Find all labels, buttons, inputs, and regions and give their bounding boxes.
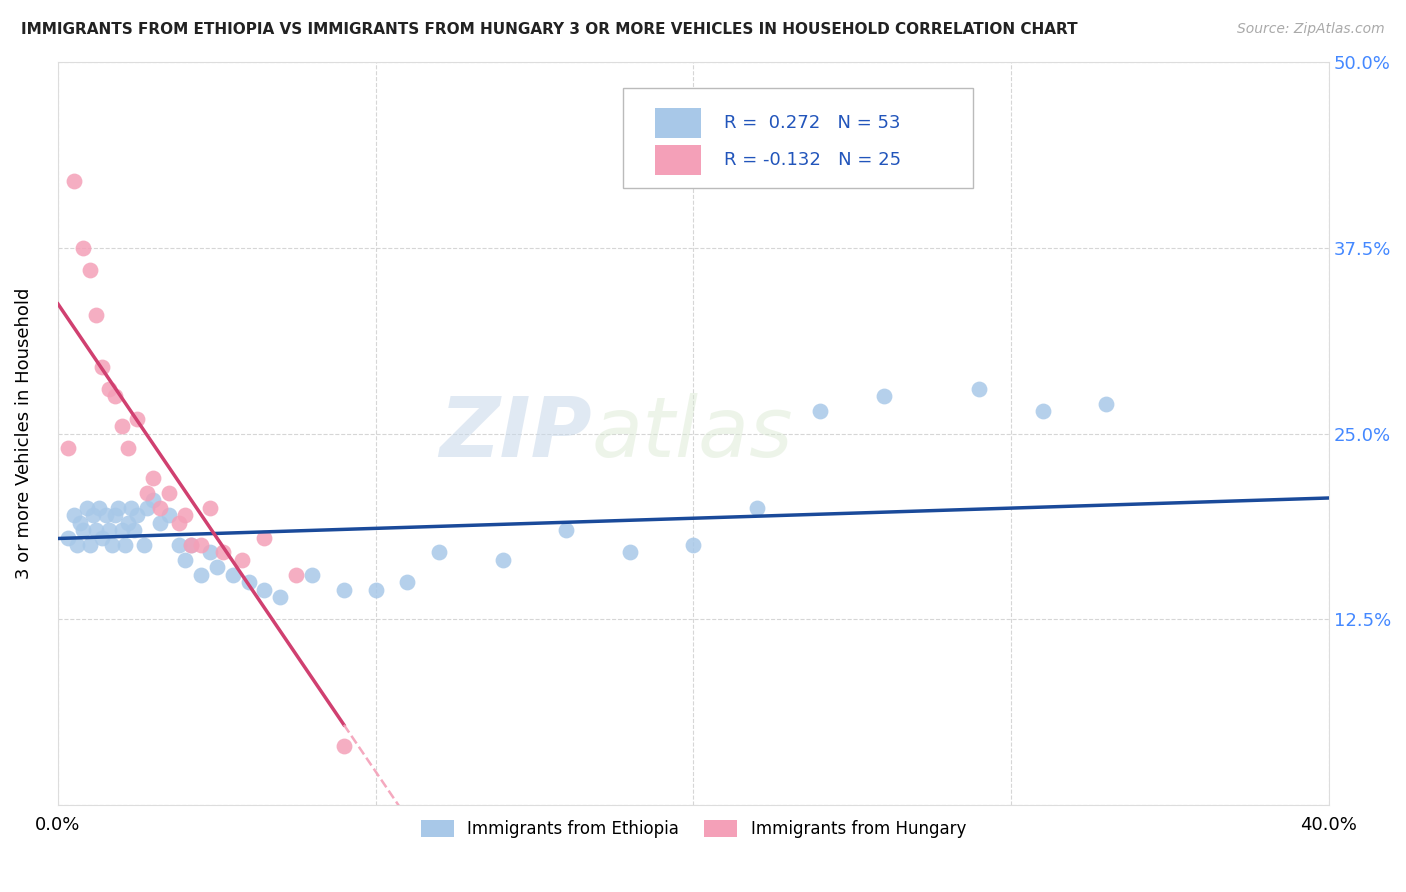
Point [364, 582, 387, 597]
Point [104, 389, 127, 403]
Point [91, 531, 114, 545]
Point [84, 308, 107, 322]
Point [110, 523, 132, 537]
Point [117, 442, 139, 456]
Point [69, 516, 91, 530]
FancyBboxPatch shape [655, 108, 702, 138]
Point [82, 508, 104, 523]
Point [117, 516, 139, 530]
Point [180, 538, 202, 552]
Point [136, 486, 159, 500]
Point [110, 419, 132, 434]
Point [56, 442, 79, 456]
Point [301, 567, 323, 582]
Point [396, 575, 419, 590]
Point [136, 500, 159, 515]
Point [84, 523, 107, 537]
Text: R = -0.132   N = 25: R = -0.132 N = 25 [724, 152, 901, 169]
Point [180, 538, 202, 552]
Point [127, 508, 149, 523]
Point [873, 389, 896, 403]
Point [253, 531, 276, 545]
Text: R =  0.272   N = 53: R = 0.272 N = 53 [724, 114, 900, 132]
Point [212, 545, 235, 559]
Point [492, 553, 515, 567]
Point [253, 582, 276, 597]
Legend: Immigrants from Ethiopia, Immigrants from Hungary: Immigrants from Ethiopia, Immigrants fro… [413, 814, 973, 845]
Point [104, 508, 127, 523]
Y-axis label: 3 or more Vehicles in Household: 3 or more Vehicles in Household [15, 288, 32, 579]
Point [190, 567, 212, 582]
Point [63, 174, 86, 188]
Point [555, 523, 578, 537]
Point [72, 241, 94, 255]
Point [238, 575, 260, 590]
Point [1032, 404, 1054, 418]
Point [222, 567, 245, 582]
Text: atlas: atlas [592, 393, 793, 474]
Point [285, 567, 308, 582]
Text: Source: ZipAtlas.com: Source: ZipAtlas.com [1237, 22, 1385, 37]
Point [91, 359, 114, 374]
Point [231, 553, 253, 567]
Point [200, 545, 222, 559]
Point [107, 500, 129, 515]
Point [63, 508, 86, 523]
Point [66, 538, 89, 552]
FancyBboxPatch shape [623, 88, 973, 188]
Text: IMMIGRANTS FROM ETHIOPIA VS IMMIGRANTS FROM HUNGARY 3 OR MORE VEHICLES IN HOUSEH: IMMIGRANTS FROM ETHIOPIA VS IMMIGRANTS F… [21, 22, 1078, 37]
Point [114, 538, 136, 552]
Point [1095, 397, 1118, 411]
Point [157, 508, 180, 523]
Point [167, 516, 190, 530]
Point [205, 560, 228, 574]
FancyBboxPatch shape [655, 145, 702, 175]
Point [619, 545, 641, 559]
Point [101, 538, 124, 552]
Point [56, 531, 79, 545]
Point [269, 590, 291, 604]
Text: ZIP: ZIP [439, 393, 592, 474]
Point [745, 500, 768, 515]
Point [174, 508, 197, 523]
Point [157, 486, 180, 500]
Point [76, 500, 98, 515]
Point [200, 500, 222, 515]
Point [682, 538, 704, 552]
Point [190, 538, 212, 552]
Point [132, 538, 155, 552]
Point [89, 500, 111, 515]
Point [333, 739, 356, 753]
Point [149, 500, 172, 515]
Point [333, 582, 356, 597]
Point [72, 523, 94, 537]
Point [174, 553, 197, 567]
Point [142, 471, 165, 485]
Point [969, 382, 991, 396]
Point [97, 523, 120, 537]
Point [79, 263, 101, 277]
Point [79, 538, 101, 552]
Point [810, 404, 832, 418]
Point [94, 508, 117, 523]
Point [149, 516, 172, 530]
Point [167, 538, 190, 552]
Point [142, 493, 165, 508]
Point [122, 523, 145, 537]
Point [127, 411, 149, 425]
Point [120, 500, 142, 515]
Point [97, 382, 120, 396]
Point [427, 545, 450, 559]
